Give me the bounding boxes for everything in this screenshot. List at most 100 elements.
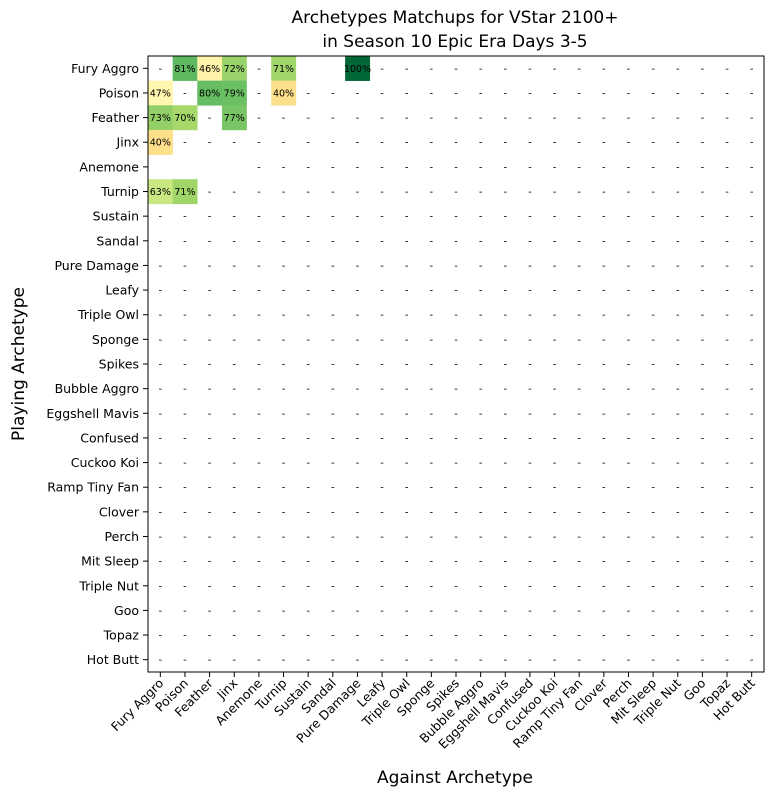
heatmap-cell bbox=[197, 80, 223, 106]
cell-missing-label: - bbox=[208, 261, 212, 272]
cell-missing-label: - bbox=[282, 483, 286, 494]
cell-missing-label: - bbox=[356, 113, 360, 124]
cell-missing-label: - bbox=[208, 433, 212, 444]
cell-missing-label: - bbox=[651, 261, 655, 272]
cell-missing-label: - bbox=[257, 606, 261, 617]
cell-missing-label: - bbox=[503, 162, 507, 173]
cell-missing-label: - bbox=[676, 532, 680, 543]
cell-missing-label: - bbox=[577, 212, 581, 223]
cell-missing-label: - bbox=[725, 88, 729, 99]
cell-missing-label: - bbox=[331, 532, 335, 543]
cell-missing-label: - bbox=[651, 606, 655, 617]
cell-missing-label: - bbox=[627, 581, 631, 592]
cell-missing-label: - bbox=[725, 261, 729, 272]
cell-missing-label: - bbox=[676, 433, 680, 444]
cell-missing-label: - bbox=[159, 631, 163, 642]
cell-missing-label: - bbox=[750, 360, 754, 371]
cell-missing-label: - bbox=[479, 88, 483, 99]
cell-missing-label: - bbox=[701, 187, 705, 198]
cell-missing-label: - bbox=[479, 557, 483, 568]
cell-missing-label: - bbox=[257, 384, 261, 395]
cell-missing-label: - bbox=[183, 286, 187, 297]
heatmap-cell bbox=[345, 56, 371, 81]
cell-missing-label: - bbox=[356, 88, 360, 99]
cell-missing-label: - bbox=[282, 236, 286, 247]
cell-missing-label: - bbox=[602, 384, 606, 395]
cell-missing-label: - bbox=[528, 606, 532, 617]
cell-missing-label: - bbox=[479, 581, 483, 592]
cell-missing-label: - bbox=[577, 458, 581, 469]
cell-missing-label: - bbox=[356, 212, 360, 223]
cell-missing-label: - bbox=[651, 631, 655, 642]
cell-missing-label: - bbox=[701, 113, 705, 124]
cell-missing-label: - bbox=[331, 433, 335, 444]
y-tick-label: Sustain bbox=[93, 209, 139, 224]
cell-missing-label: - bbox=[405, 532, 409, 543]
cell-missing-label: - bbox=[577, 483, 581, 494]
cell-missing-label: - bbox=[676, 236, 680, 247]
cell-missing-label: - bbox=[232, 261, 236, 272]
cell-missing-label: - bbox=[651, 212, 655, 223]
cell-missing-label: - bbox=[676, 212, 680, 223]
cell-missing-label: - bbox=[528, 409, 532, 420]
cell-missing-label: - bbox=[627, 113, 631, 124]
cell-missing-label: - bbox=[479, 310, 483, 321]
cell-missing-label: - bbox=[282, 557, 286, 568]
cell-missing-label: - bbox=[528, 507, 532, 518]
cell-missing-label: - bbox=[627, 236, 631, 247]
cell-missing-label: - bbox=[306, 88, 310, 99]
cell-missing-label: - bbox=[701, 261, 705, 272]
cell-missing-label: - bbox=[503, 88, 507, 99]
cell-missing-label: - bbox=[676, 187, 680, 198]
cell-missing-label: - bbox=[479, 532, 483, 543]
cell-missing-label: - bbox=[232, 606, 236, 617]
cell-missing-label: - bbox=[282, 335, 286, 346]
y-tick-label: Spikes bbox=[99, 357, 139, 372]
cell-missing-label: - bbox=[651, 236, 655, 247]
cell-missing-label: - bbox=[405, 458, 409, 469]
cell-missing-label: - bbox=[331, 458, 335, 469]
cell-missing-label: - bbox=[577, 286, 581, 297]
cell-missing-label: - bbox=[208, 557, 212, 568]
cell-missing-label: - bbox=[725, 507, 729, 518]
cell-missing-label: - bbox=[257, 360, 261, 371]
cell-missing-label: - bbox=[676, 113, 680, 124]
cell-missing-label: - bbox=[380, 655, 384, 666]
cell-missing-label: - bbox=[750, 458, 754, 469]
cell-missing-label: - bbox=[232, 187, 236, 198]
cell-missing-label: - bbox=[232, 433, 236, 444]
cell-missing-label: - bbox=[356, 335, 360, 346]
y-tick-label: Anemone bbox=[79, 159, 139, 174]
cell-missing-label: - bbox=[380, 335, 384, 346]
cell-missing-label: - bbox=[577, 113, 581, 124]
cell-missing-label: - bbox=[380, 212, 384, 223]
y-tick-label: Goo bbox=[114, 603, 139, 618]
cell-missing-label: - bbox=[651, 187, 655, 198]
cell-missing-label: - bbox=[257, 64, 261, 75]
cell-missing-label: - bbox=[627, 64, 631, 75]
cell-missing-label: - bbox=[750, 236, 754, 247]
y-axis-label: Playing Archetype bbox=[9, 287, 29, 441]
cell-missing-label: - bbox=[553, 606, 557, 617]
cell-missing-label: - bbox=[380, 532, 384, 543]
cell-value-label: 47% bbox=[150, 88, 171, 99]
cell-missing-label: - bbox=[454, 162, 458, 173]
cell-missing-label: - bbox=[528, 113, 532, 124]
cell-missing-label: - bbox=[430, 187, 434, 198]
cell-missing-label: - bbox=[701, 236, 705, 247]
cell-missing-label: - bbox=[602, 507, 606, 518]
cell-missing-label: - bbox=[183, 557, 187, 568]
y-tick-label: Cuckoo Koi bbox=[71, 455, 139, 470]
cell-missing-label: - bbox=[701, 360, 705, 371]
cell-missing-label: - bbox=[602, 286, 606, 297]
cell-missing-label: - bbox=[282, 162, 286, 173]
cell-missing-label: - bbox=[208, 655, 212, 666]
cell-missing-label: - bbox=[257, 655, 261, 666]
cell-missing-label: - bbox=[232, 384, 236, 395]
cell-missing-label: - bbox=[183, 236, 187, 247]
cell-missing-label: - bbox=[503, 113, 507, 124]
cell-missing-label: - bbox=[405, 581, 409, 592]
cell-missing-label: - bbox=[454, 236, 458, 247]
cell-missing-label: - bbox=[676, 507, 680, 518]
cell-missing-label: - bbox=[282, 138, 286, 149]
